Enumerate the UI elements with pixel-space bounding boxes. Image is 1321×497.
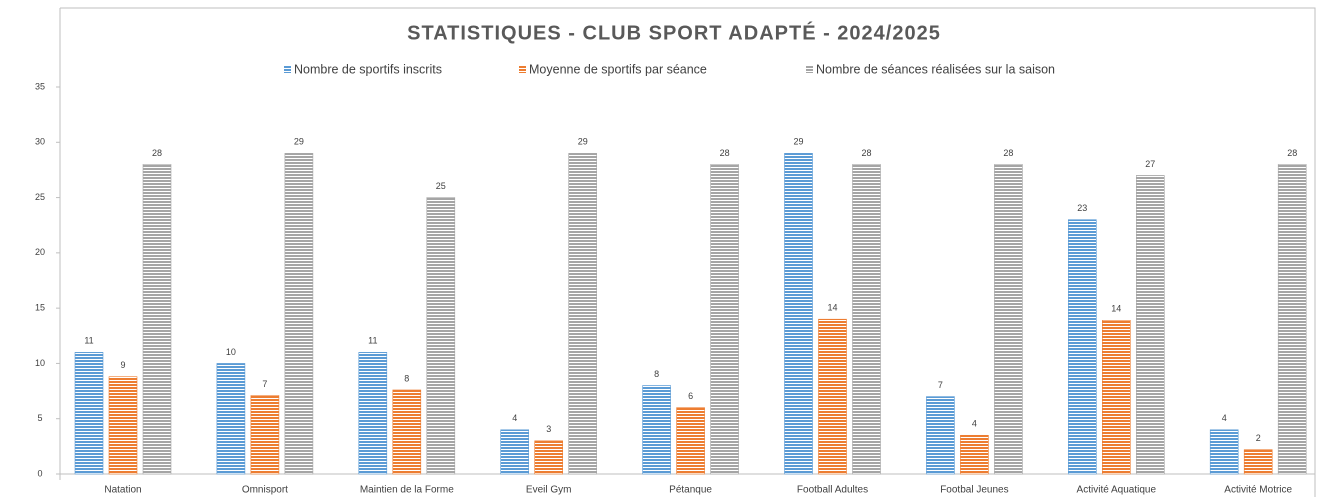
y-tick-label: 35 <box>35 81 45 91</box>
bar <box>284 153 314 475</box>
x-tick-label: Maintien de la Forme <box>360 485 454 496</box>
data-label: 27 <box>1145 159 1155 169</box>
bar <box>1136 175 1165 475</box>
x-tick-label: Pétanque <box>669 485 712 496</box>
y-tick-label: 20 <box>35 247 45 257</box>
data-label: 3 <box>546 424 551 434</box>
bar <box>1209 429 1239 475</box>
bar <box>818 318 847 475</box>
x-tick-label: Natation <box>104 485 141 496</box>
bar <box>1068 219 1097 475</box>
data-label: 4 <box>512 413 517 423</box>
bar <box>426 197 456 475</box>
legend-marker <box>806 66 813 73</box>
bar <box>500 429 530 475</box>
data-label: 4 <box>1222 413 1227 423</box>
bar <box>926 396 955 475</box>
bar <box>1243 449 1273 475</box>
bar <box>960 434 989 475</box>
x-tick-label: Footbal Jeunes <box>940 485 1008 496</box>
bar <box>108 376 138 475</box>
bar <box>784 153 813 475</box>
y-tick-label: 25 <box>35 192 45 202</box>
bar <box>1277 164 1307 475</box>
bar <box>534 440 564 475</box>
data-label: 28 <box>720 148 730 158</box>
data-label: 28 <box>1287 148 1297 158</box>
legend-label: Moyenne de sportifs par séance <box>529 62 707 76</box>
data-label: 29 <box>294 137 304 147</box>
legend-label: Nombre de sportifs inscrits <box>294 62 442 76</box>
data-label: 28 <box>1003 148 1013 158</box>
bar <box>994 164 1023 475</box>
y-tick-label: 10 <box>35 358 45 368</box>
legend-label: Nombre de séances réalisées sur la saiso… <box>816 62 1055 76</box>
bar <box>250 395 280 475</box>
data-label: 2 <box>1256 433 1261 443</box>
bar <box>358 352 388 475</box>
bar <box>142 164 172 475</box>
data-label: 14 <box>827 303 837 313</box>
bar <box>74 352 104 475</box>
chart-frame <box>60 7 1316 497</box>
data-label: 11 <box>368 336 377 346</box>
y-tick-label: 0 <box>37 468 42 478</box>
data-label: 6 <box>688 391 693 401</box>
bar <box>216 363 246 475</box>
bar <box>392 389 422 475</box>
data-label: 9 <box>120 360 125 370</box>
data-label: 23 <box>1077 203 1087 213</box>
bar <box>710 164 739 475</box>
data-label: 14 <box>1111 304 1121 314</box>
y-tick-label: 15 <box>35 303 45 313</box>
data-label: 28 <box>861 148 871 158</box>
data-label: 25 <box>436 181 446 191</box>
data-label: 8 <box>404 373 409 383</box>
legend-marker <box>284 66 291 73</box>
y-tick-label: 30 <box>35 137 45 147</box>
bar <box>1102 320 1131 475</box>
data-label: 11 <box>84 336 93 346</box>
x-tick-label: Activité Motrice <box>1224 485 1292 496</box>
data-label: 29 <box>793 137 803 147</box>
x-tick-label: Eveil Gym <box>526 485 572 496</box>
x-tick-label: Activité Aquatique <box>1077 485 1157 496</box>
y-tick-label: 5 <box>37 413 42 423</box>
data-label: 10 <box>226 347 236 357</box>
legend-marker <box>519 66 526 73</box>
x-tick-label: Football Adultes <box>797 485 868 496</box>
data-label: 28 <box>152 148 162 158</box>
bar <box>676 407 705 475</box>
data-label: 4 <box>972 419 977 429</box>
bar <box>568 153 598 475</box>
x-tick-label: Omnisport <box>242 485 288 496</box>
bar <box>642 385 671 475</box>
data-label: 29 <box>578 137 588 147</box>
bar <box>852 164 881 475</box>
data-label: 8 <box>654 369 659 379</box>
chart-title: STATISTIQUES - CLUB SPORT ADAPTÉ - 2024/… <box>407 21 941 44</box>
data-label: 7 <box>262 379 267 389</box>
data-label: 7 <box>938 380 943 390</box>
